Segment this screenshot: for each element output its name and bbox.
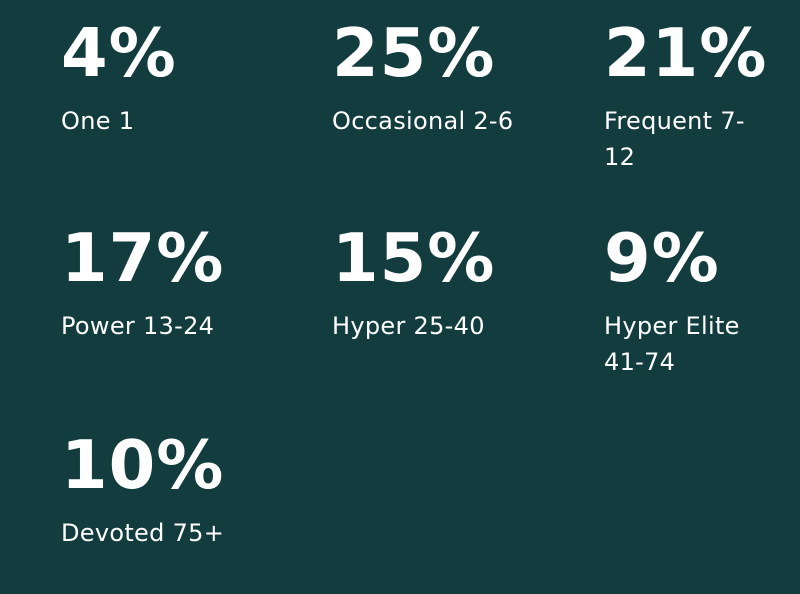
stat-value: 17% (61, 219, 225, 297)
stat-occasional: 25% Occasional 2-6 (332, 20, 572, 139)
stat-frequent: 21% Frequent 7-12 (604, 20, 774, 175)
stat-label: Hyper 25-40 (332, 312, 485, 340)
stat-value: 10% (61, 426, 225, 504)
stat-label: Power 13-24 (61, 312, 215, 340)
stat-label: Frequent 7-12 (604, 107, 745, 171)
stat-value: 21% (604, 14, 768, 92)
stat-value: 9% (604, 219, 720, 297)
stat-power: 17% Power 13-24 (61, 225, 301, 344)
stat-label: Devoted 75+ (61, 519, 225, 547)
stat-devoted: 10% Devoted 75+ (61, 432, 301, 551)
stat-hyper-elite: 9% Hyper Elite 41-74 (604, 225, 774, 380)
stat-value: 15% (332, 219, 496, 297)
stat-value: 25% (332, 14, 496, 92)
stat-label: One 1 (61, 107, 135, 135)
stat-label: Occasional 2-6 (332, 107, 514, 135)
stat-hyper: 15% Hyper 25-40 (332, 225, 572, 344)
stat-one: 4% One 1 (61, 20, 301, 139)
stat-value: 4% (61, 14, 177, 92)
stat-label: Hyper Elite 41-74 (604, 312, 740, 376)
